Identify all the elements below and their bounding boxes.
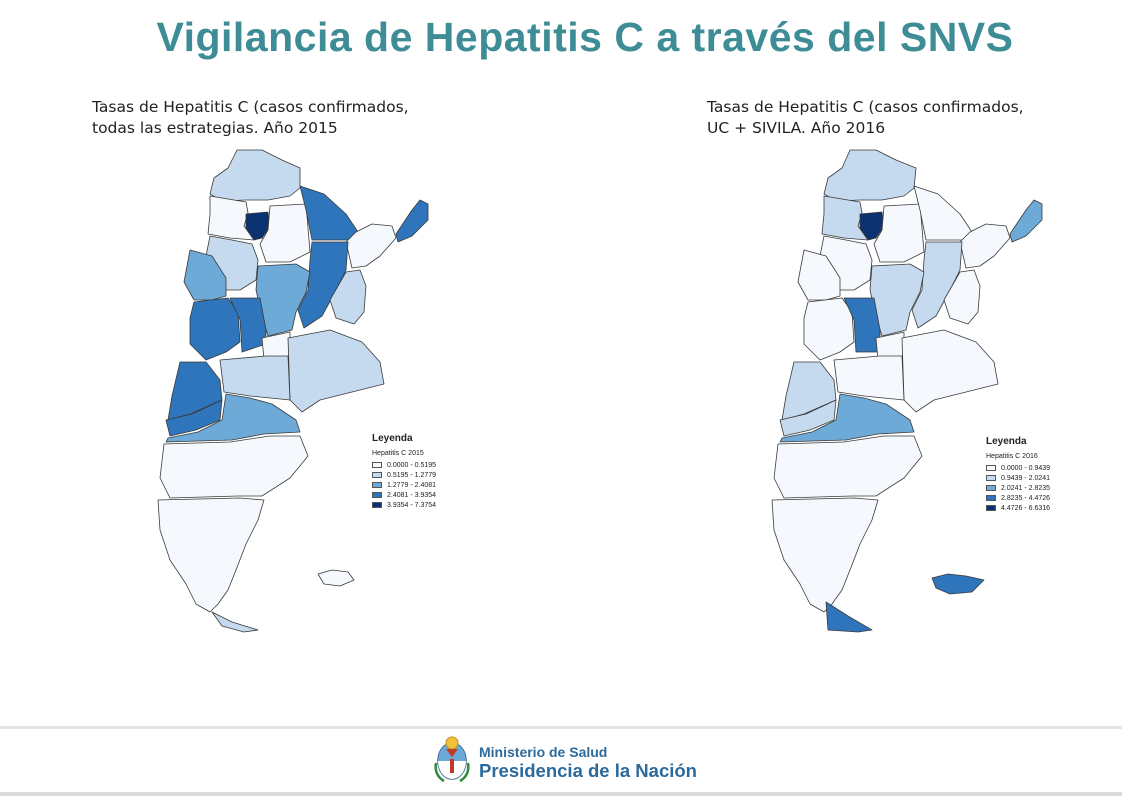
legend-swatch bbox=[372, 502, 382, 508]
province-larioja bbox=[183, 249, 227, 301]
ministry-logotype: Ministerio de Salud Presidencia de la Na… bbox=[479, 744, 697, 782]
legend-class: 1.2779 - 2.4081 bbox=[372, 480, 436, 490]
province-rionegro bbox=[165, 393, 301, 443]
province-jujuy bbox=[209, 149, 301, 202]
legend-label: 1.2779 - 2.4081 bbox=[387, 481, 437, 489]
legend-swatch bbox=[986, 475, 996, 481]
legend-swatch bbox=[372, 492, 382, 498]
legend-class: 4.4726 - 6.6316 bbox=[986, 503, 1050, 513]
province-formosa bbox=[345, 223, 397, 269]
legend-class: 0.9439 - 2.0241 bbox=[986, 473, 1050, 483]
legend-label: 0.0000 - 0.9439 bbox=[1001, 464, 1051, 472]
province-corrientes bbox=[329, 269, 367, 325]
province-santacruz bbox=[157, 497, 265, 613]
province-sanjuan bbox=[189, 297, 241, 361]
province-tucuman bbox=[245, 211, 271, 241]
legend-2015: Leyenda Hepatitis C 2015 0.0000 - 0.5195… bbox=[372, 433, 436, 510]
province-misiones bbox=[395, 199, 429, 243]
legend-swatch bbox=[372, 482, 382, 488]
province-mendoza bbox=[781, 361, 837, 421]
province-santacruz bbox=[771, 497, 879, 613]
islands bbox=[317, 569, 355, 587]
legend-class: 0.0000 - 0.5195 bbox=[372, 460, 436, 470]
province-sanjuan bbox=[803, 297, 855, 361]
legend-label: 0.5195 - 1.2779 bbox=[387, 471, 437, 479]
legend-subtitle: Hepatitis C 2016 bbox=[986, 453, 1038, 460]
province-tierradelfuego bbox=[211, 611, 259, 633]
legend-label: 4.4726 - 6.6316 bbox=[1001, 504, 1051, 512]
legend-class: 0.0000 - 0.9439 bbox=[986, 463, 1050, 473]
legend-label: 2.0241 - 2.8235 bbox=[1001, 484, 1051, 492]
province-formosa bbox=[959, 223, 1011, 269]
caption-line: Tasas de Hepatitis C (casos confirmados, bbox=[92, 98, 409, 116]
province-corrientes bbox=[943, 269, 981, 325]
province-chubut bbox=[773, 435, 923, 499]
legend-subtitle: Hepatitis C 2015 bbox=[372, 450, 424, 457]
province-chubut bbox=[159, 435, 309, 499]
legend-swatch bbox=[986, 495, 996, 501]
legend-class: 2.0241 - 2.8235 bbox=[986, 483, 1050, 493]
page-title: Vigilancia de Hepatitis C a través del S… bbox=[156, 14, 1014, 60]
legend-swatch bbox=[986, 485, 996, 491]
legend-label: 2.4081 - 3.9354 bbox=[387, 491, 437, 499]
legend-swatch bbox=[986, 505, 996, 511]
legend-title: Leyenda bbox=[986, 436, 1027, 447]
map-caption-2016: Tasas de Hepatitis C (casos confirmados,… bbox=[707, 97, 1024, 139]
caption-line: todas las estrategias. Año 2015 bbox=[92, 119, 338, 137]
legend-2016: Leyenda Hepatitis C 2016 0.0000 - 0.9439… bbox=[986, 436, 1050, 513]
legend-swatch bbox=[986, 465, 996, 471]
legend-class: 0.5195 - 1.2779 bbox=[372, 470, 436, 480]
coat-of-arms-icon bbox=[434, 736, 470, 783]
province-mendoza bbox=[167, 361, 223, 421]
province-neuquen bbox=[779, 399, 837, 437]
province-misiones bbox=[1009, 199, 1043, 243]
province-lapampa bbox=[219, 355, 291, 401]
province-tucuman bbox=[859, 211, 885, 241]
legend-swatch bbox=[372, 462, 382, 468]
legend-class: 2.4081 - 3.9354 bbox=[372, 490, 436, 500]
legend-label: 0.0000 - 0.5195 bbox=[387, 461, 437, 469]
province-lapampa bbox=[833, 355, 905, 401]
caption-line: UC + SIVILA. Año 2016 bbox=[707, 119, 886, 137]
legend-label: 2.8235 - 4.4726 bbox=[1001, 494, 1051, 502]
legend-title: Leyenda bbox=[372, 433, 413, 444]
province-buenosaires bbox=[901, 329, 999, 413]
caption-line: Tasas de Hepatitis C (casos confirmados, bbox=[707, 98, 1024, 116]
map-caption-2015: Tasas de Hepatitis C (casos confirmados,… bbox=[92, 97, 409, 139]
province-jujuy bbox=[823, 149, 917, 202]
province-rionegro bbox=[779, 393, 915, 443]
legend-label: 0.9439 - 2.0241 bbox=[1001, 474, 1051, 482]
ministry-name: Ministerio de Salud bbox=[479, 744, 608, 760]
province-larioja bbox=[797, 249, 841, 301]
province-tierradelfuego bbox=[825, 601, 873, 633]
islands bbox=[931, 573, 985, 595]
legend-label: 3.9354 - 7.3754 bbox=[387, 501, 437, 509]
presidency-name: Presidencia de la Nación bbox=[479, 760, 697, 781]
province-buenosaires bbox=[287, 329, 385, 413]
province-neuquen bbox=[165, 399, 223, 437]
legend-class: 2.8235 - 4.4726 bbox=[986, 493, 1050, 503]
legend-class: 3.9354 - 7.3754 bbox=[372, 500, 436, 510]
legend-swatch bbox=[372, 472, 382, 478]
